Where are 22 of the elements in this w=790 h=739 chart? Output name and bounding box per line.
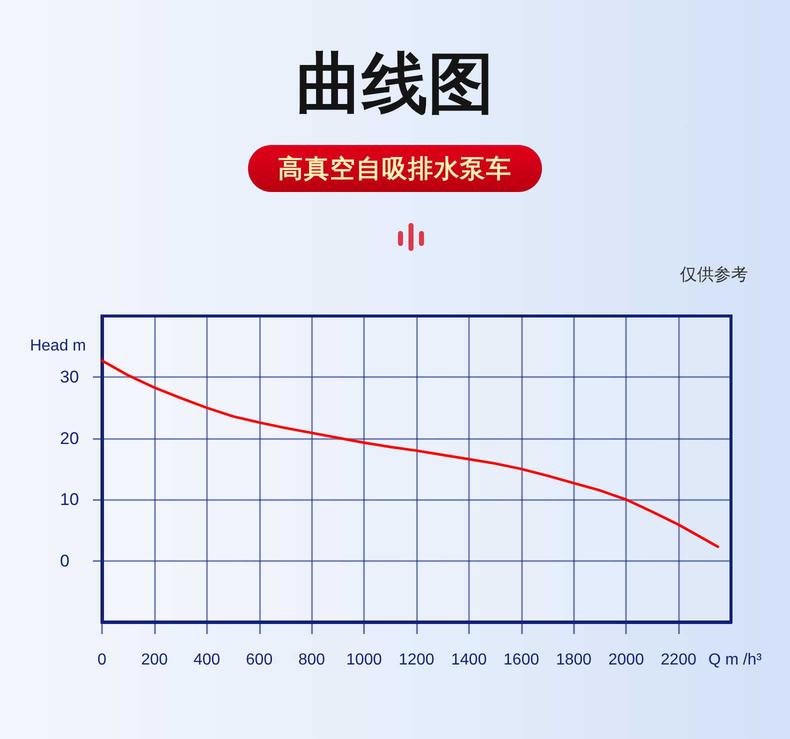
x-tick-label: 2200	[660, 652, 696, 668]
x-tick-label: 1200	[398, 652, 434, 668]
chart-subtitle: 高真空自吸排水泵车	[248, 145, 542, 192]
y-tick-label: 30	[60, 368, 79, 387]
line-series	[100, 359, 720, 548]
x-tick-label: 1600	[504, 652, 540, 668]
text: 仅供参考	[680, 264, 748, 286]
x-tick-label: 600	[246, 652, 273, 668]
x-tick-label: 200	[141, 652, 168, 668]
y-tick-label: 10	[60, 490, 79, 510]
x-tick-label: 1800	[556, 652, 592, 668]
x-tick-label: 2000	[608, 652, 644, 668]
x-tick-label: 400	[193, 652, 220, 668]
y-tick-label: 0	[60, 551, 70, 570]
chart-title: 曲线图	[295, 44, 495, 124]
y-axis-title: Head m	[30, 338, 86, 354]
y-tick-label: 20	[60, 428, 79, 448]
x-tick-label: 0	[98, 652, 107, 668]
x-tick-label: 800	[298, 652, 326, 668]
x-axis-title: Q m /h³	[708, 652, 762, 668]
x-tick-label: 1000	[346, 652, 382, 668]
x-tick-label: 1400	[451, 652, 487, 668]
